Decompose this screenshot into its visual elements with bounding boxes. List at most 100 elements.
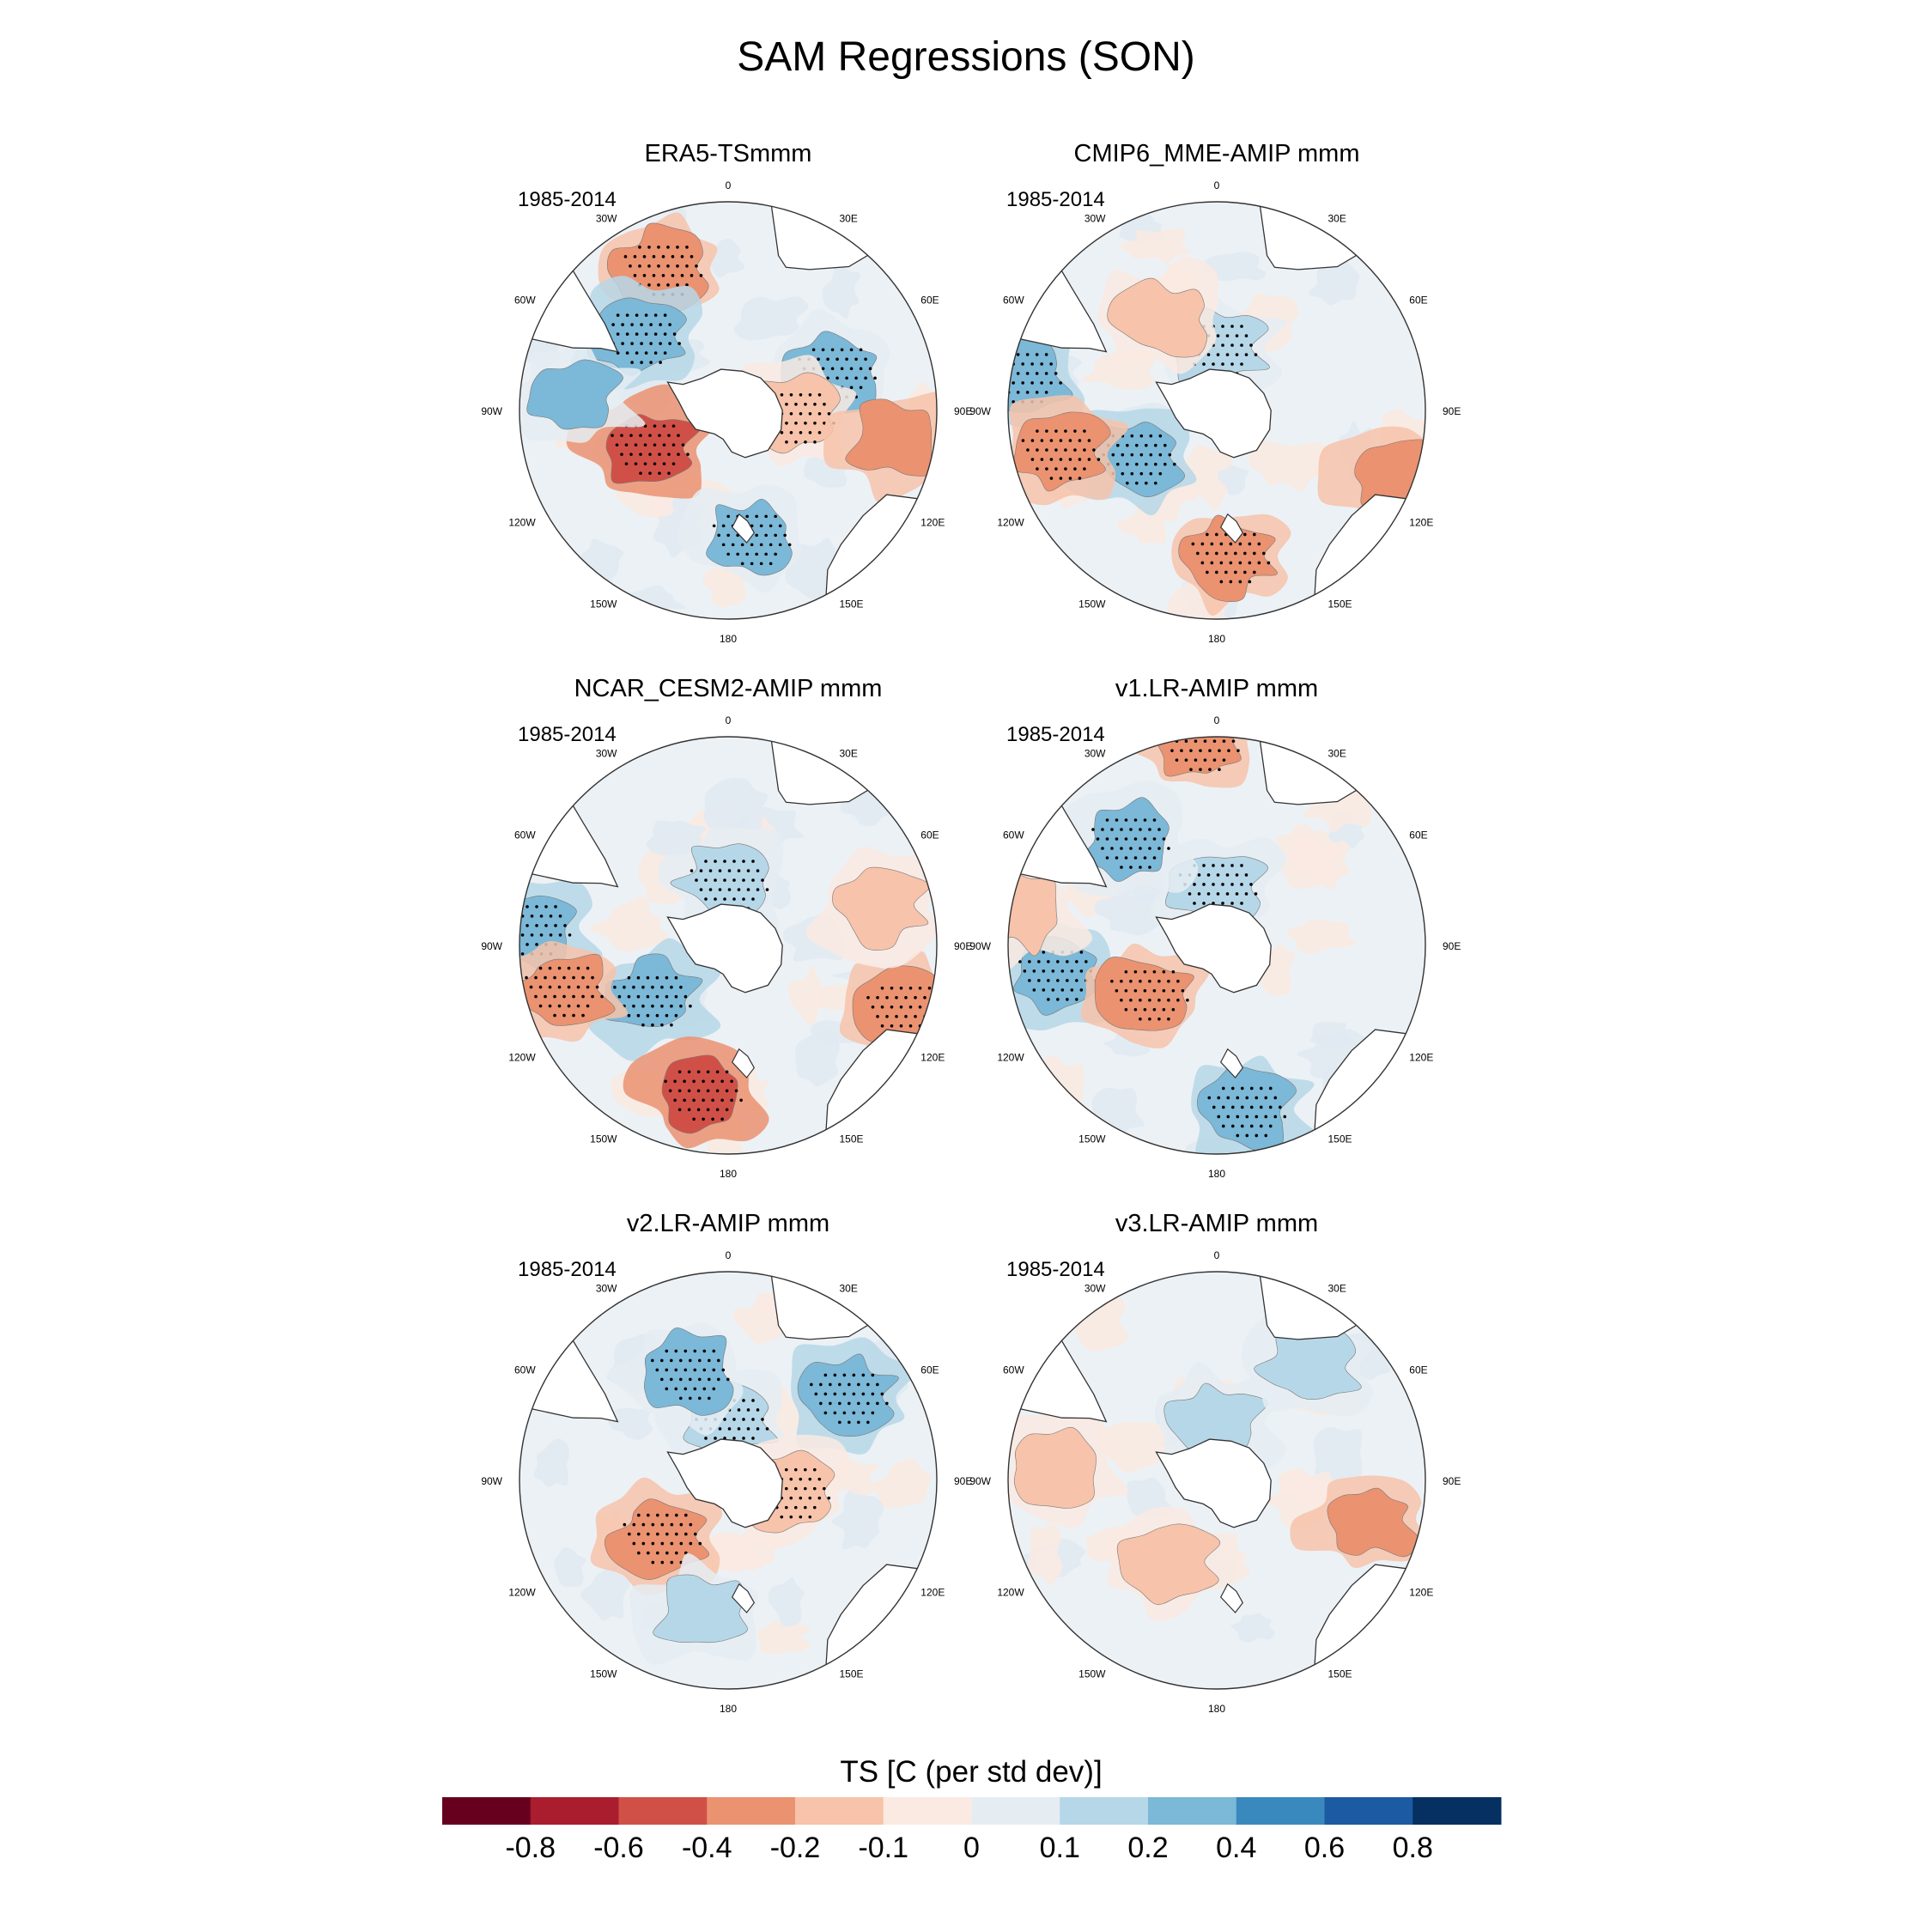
longitude-label: 90W: [481, 405, 502, 417]
antarctica-landmass: [1155, 903, 1272, 993]
longitude-label: 150W: [590, 1668, 617, 1680]
colorbar-tick-label: -0.2: [770, 1832, 821, 1864]
longitude-label: 120W: [997, 1587, 1024, 1599]
longitude-label: 90E: [1443, 940, 1461, 952]
africa-landmass: [1259, 202, 1386, 270]
longitude-label: 150E: [840, 598, 864, 610]
longitude-label: 90W: [481, 1475, 502, 1487]
anomaly-region: [1094, 957, 1194, 1031]
new-zealand-landmass: [1219, 513, 1244, 544]
longitude-label: 120W: [997, 1052, 1024, 1064]
anomaly-region: [832, 866, 930, 951]
longitude-label: 180: [720, 633, 737, 645]
panel-title: ERA5-TSmmm: [645, 140, 812, 167]
colorbar-swatch: [971, 1797, 1060, 1825]
panel-title: v3.LR-AMIP mmm: [1115, 1210, 1318, 1237]
colorbar-swatch: [1148, 1797, 1237, 1825]
longitude-label: 90W: [481, 940, 502, 952]
colorbar-tick-label: -0.6: [593, 1832, 644, 1864]
background-anomaly: [768, 1577, 805, 1627]
colorbar-swatch: [1236, 1797, 1325, 1825]
longitude-label: 120E: [920, 1052, 945, 1064]
map-boundary: [1007, 736, 1426, 1155]
longitude-label: 60W: [514, 295, 536, 307]
longitude-label: 90E: [954, 1475, 972, 1487]
map-boundary: [519, 201, 938, 620]
colorbar-swatch: [442, 1797, 532, 1825]
longitude-label: 120W: [997, 517, 1024, 529]
longitude-label: 30E: [1328, 213, 1346, 225]
longitude-label: 180: [1208, 1168, 1225, 1180]
africa-landmass: [770, 737, 897, 805]
antarctica-landmass: [1155, 368, 1272, 459]
longitude-label: 90W: [969, 405, 991, 417]
map-panel: NCAR_CESM2-AMIP mmm 1985-2014 0 30E 60E 90E 12…: [481, 675, 972, 1180]
longitude-label: 60W: [1003, 1364, 1024, 1376]
longitude-label: 150W: [590, 1133, 617, 1145]
panel-period: 1985-2014: [1006, 1258, 1105, 1281]
significance-stipple: [810, 1373, 889, 1425]
africa-landmass: [770, 1272, 897, 1340]
anomaly-region: [1178, 514, 1278, 602]
longitude-label: 30W: [1084, 748, 1106, 760]
map-panel: ERA5-TSmmm 1985-2014 0 30E 60E 90E 120E 150E 180…: [481, 140, 972, 645]
map-boundary: [519, 736, 938, 1155]
panel-period: 1985-2014: [518, 723, 617, 746]
longitude-label: 150E: [1328, 598, 1352, 610]
antarctica-landmass: [1155, 1438, 1272, 1528]
longitude-label: 0: [726, 179, 732, 191]
map-panel: v2.LR-AMIP mmm 1985-2014 0 30E 60E 90E 120E 150…: [481, 1210, 972, 1715]
panel-period: 1985-2014: [518, 188, 617, 211]
colorbar-tick-label: 0.2: [1127, 1832, 1168, 1864]
longitude-label: 120W: [508, 1587, 536, 1599]
anomaly-region: [653, 1574, 748, 1643]
significance-stipple: [1110, 969, 1189, 1021]
colorbar-swatch: [1413, 1797, 1502, 1825]
longitude-label: 30W: [1084, 213, 1106, 225]
background-anomaly: [1028, 1523, 1063, 1586]
longitude-label: 120W: [508, 517, 536, 529]
figure-title: SAM Regressions (SON): [737, 34, 1194, 80]
background-anomaly: [1094, 892, 1160, 936]
longitude-label: 0: [1214, 179, 1220, 191]
map-panel: v1.LR-AMIP mmm 1985-2014 0 30E 60E 90E 120E 150…: [969, 675, 1461, 1180]
longitude-label: 150E: [840, 1133, 864, 1145]
panel-period: 1985-2014: [518, 1258, 617, 1281]
background-anomaly: [580, 1566, 633, 1621]
colorbar-tick-label: 0.1: [1040, 1832, 1080, 1864]
africa-landmass: [770, 202, 897, 270]
longitude-label: 30W: [596, 213, 617, 225]
longitude-label: 120E: [920, 1587, 945, 1599]
significance-stipple: [623, 1513, 702, 1564]
background-anomaly: [1286, 919, 1358, 954]
longitude-label: 30E: [840, 213, 858, 225]
colorbar-title: TS [C (per std dev)]: [840, 1755, 1102, 1789]
background-anomaly: [1309, 1021, 1354, 1049]
new-zealand-landmass: [731, 513, 756, 544]
longitude-label: 60W: [514, 829, 536, 841]
background-anomaly: [822, 257, 861, 319]
longitude-label: 120E: [920, 517, 945, 529]
background-anomaly: [1276, 824, 1327, 874]
africa-landmass: [1259, 1272, 1386, 1340]
background-anomaly: [1218, 465, 1249, 495]
longitude-label: 30E: [840, 1283, 858, 1295]
background-anomaly: [646, 820, 706, 856]
longitude-label: 150E: [840, 1668, 864, 1680]
anomaly-region: [1013, 1426, 1097, 1509]
significance-stipple: [650, 1349, 730, 1400]
panel-title: CMIP6_MME-AMIP mmm: [1074, 140, 1360, 167]
background-anomaly: [1249, 440, 1330, 493]
anomaly-region: [1327, 1487, 1421, 1558]
longitude-label: 30E: [1328, 1283, 1346, 1295]
map-panel: v3.LR-AMIP mmm 1985-2014 0 30E 60E 90E 120E 150…: [969, 1210, 1461, 1715]
longitude-label: 180: [720, 1168, 737, 1180]
background-anomaly: [1313, 1427, 1363, 1481]
longitude-label: 120E: [1409, 1052, 1433, 1064]
colorbar-tick-label: -0.1: [858, 1832, 908, 1864]
colorbar: TS [C (per std dev)] -0.8 -0.6 -0.4 -0.2 -0.1…: [442, 1755, 1502, 1864]
colorbar-swatch: [795, 1797, 884, 1825]
longitude-label: 60W: [514, 1364, 536, 1376]
significance-stipple: [1021, 429, 1101, 480]
longitude-label: 0: [726, 714, 732, 726]
